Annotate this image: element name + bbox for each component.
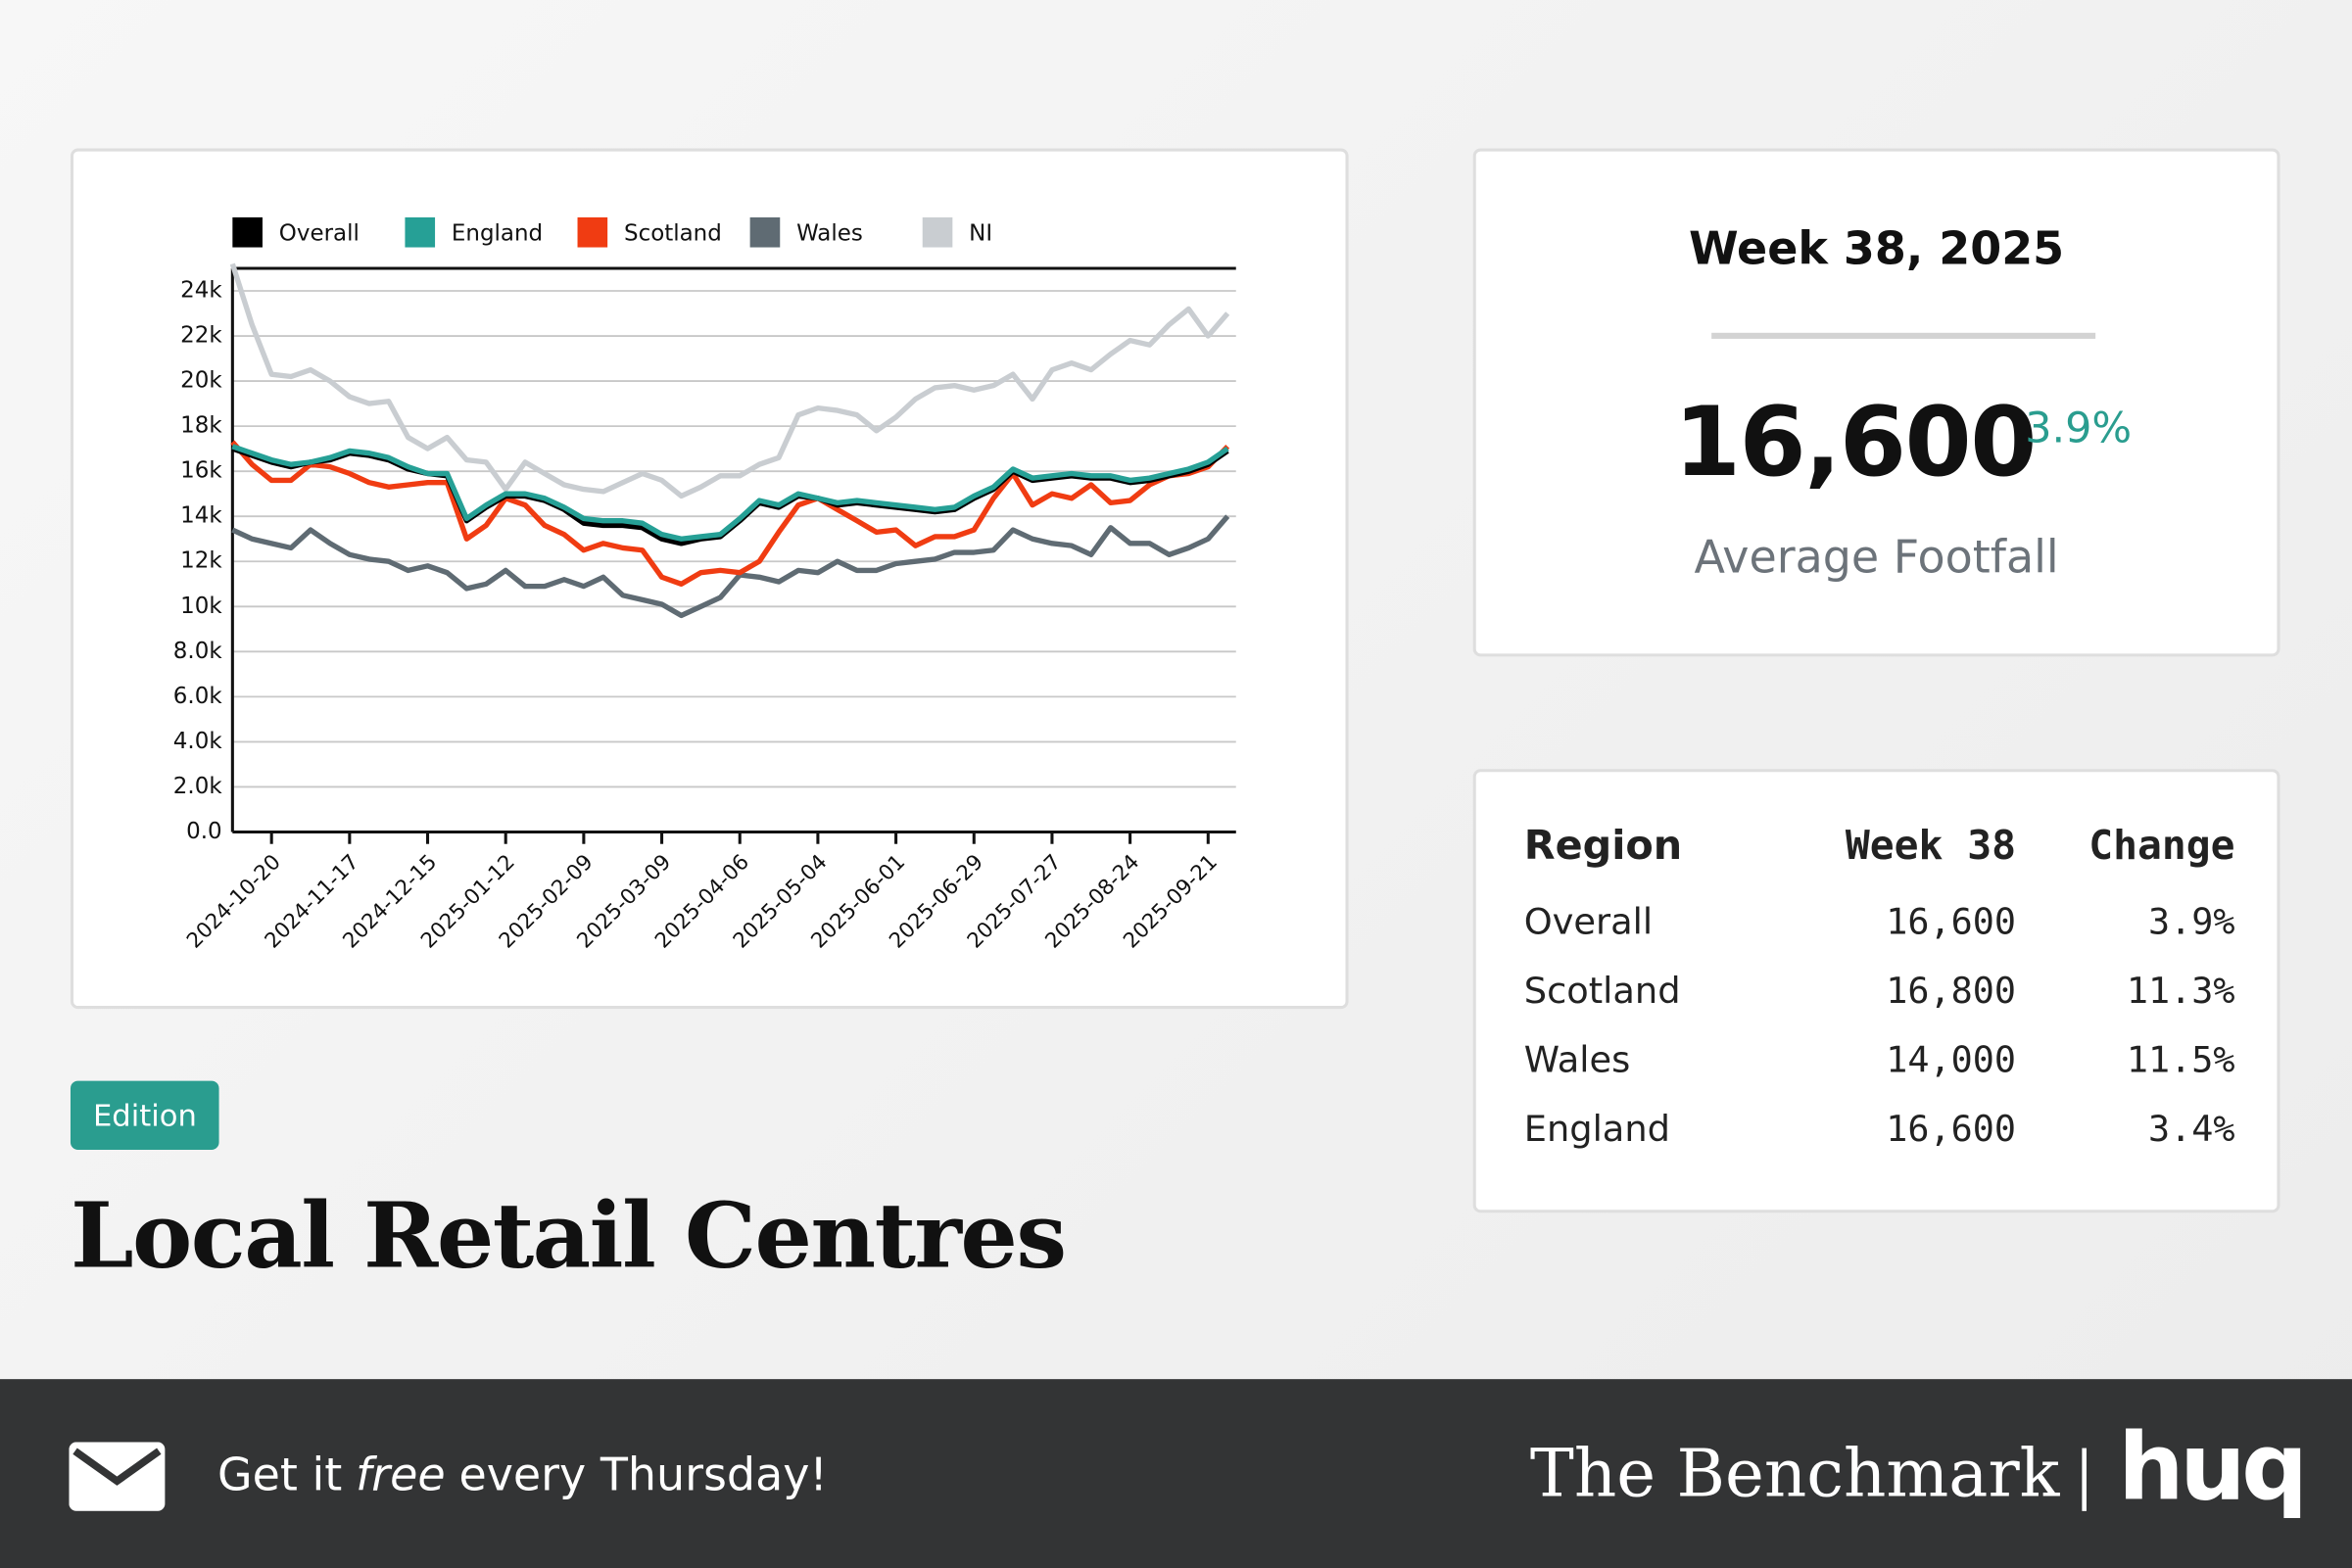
chart: 0.0 2.0k 4.0k 6.0k 8.0k 10k 12k 14k 16k 18k 20k 22k… <box>173 216 1236 954</box>
region-table: Region Week 38 Change Overall 16,600 3.9% Scot… <box>1524 823 2235 1163</box>
table-row: Scotland 16,800 11.3% <box>1524 957 2235 1025</box>
summary-change: 3.9% <box>2025 403 2133 453</box>
y-tick-label: 18k <box>180 413 222 439</box>
y-tick-label: 24k <box>180 278 222 304</box>
call-to-action[interactable]: Get it free every Thursday! <box>217 1449 841 1502</box>
y-tick-label: 6.0k <box>173 684 223 709</box>
legend-swatch <box>922 216 953 248</box>
legend-label: Overall <box>279 220 360 246</box>
table-cell: 11.5% <box>2126 1038 2235 1081</box>
edition-badge: Edition <box>70 1080 219 1150</box>
table-cell: 3.4% <box>2148 1108 2235 1150</box>
table-cell: England <box>1523 1108 1670 1150</box>
series-line <box>231 444 1229 542</box>
legend-swatch <box>232 216 263 248</box>
table-header: Region Week 38 Change <box>1524 823 2235 887</box>
column-header: Change <box>2088 823 2235 870</box>
table-card: Region Week 38 Change Overall 16,600 3.9% Scot… <box>1472 769 2280 1213</box>
table-row: England 16,600 3.4% <box>1524 1094 2235 1163</box>
table-row: Overall 16,600 3.9% <box>1524 887 2235 956</box>
y-tick-label: 4.0k <box>173 729 223 754</box>
chart-card: 0.0 2.0k 4.0k 6.0k 8.0k 10k 12k 14k 16k 18k 20k 22k… <box>70 148 1349 1010</box>
summary-value: 16,600 <box>1673 388 2038 499</box>
cta-emphasis: free <box>356 1449 446 1502</box>
series-line <box>229 262 1230 499</box>
table-cell: 14,000 <box>1886 1038 2017 1081</box>
table-cell: 11.3% <box>2126 970 2235 1013</box>
footer: Get it free every Thursday! The Benchmark … <box>0 1379 2352 1568</box>
y-tick-label: 22k <box>180 323 222 349</box>
y-tick-label: 10k <box>180 594 222 619</box>
cta-text: every Thursday! <box>458 1449 828 1502</box>
cta-text: Get it <box>217 1449 343 1502</box>
logo: huq <box>2118 1411 2308 1522</box>
table-cell: Wales <box>1523 1038 1631 1081</box>
brand: The Benchmark <box>1529 1436 2060 1513</box>
page-title: Local Retail Centres <box>70 1184 1067 1290</box>
legend-label: England <box>452 220 543 246</box>
table-cell: 16,800 <box>1886 970 2017 1013</box>
legend-label: Scotland <box>624 220 722 246</box>
y-tick-label: 0.0 <box>186 819 222 844</box>
separator <box>2082 1448 2087 1511</box>
y-tick-label: 2.0k <box>173 774 223 799</box>
legend-label: NI <box>969 220 992 246</box>
y-tick-label: 20k <box>180 368 222 394</box>
mail-icon <box>69 1442 166 1511</box>
table-cell: 3.9% <box>2148 900 2235 943</box>
column-header: Region <box>1523 823 1683 870</box>
summary-label: Average Footfall <box>1694 532 2059 585</box>
y-tick-label: 8.0k <box>173 639 223 664</box>
table-cell: Overall <box>1523 900 1654 943</box>
table-row: Wales 14,000 11.5% <box>1524 1025 2235 1094</box>
series-line <box>230 440 1230 588</box>
summary-card: Week 38, 2025 16,600 3.9% Average Footfa… <box>1472 148 2280 657</box>
legend-swatch <box>577 216 608 248</box>
column-header: Week 38 <box>1845 823 2017 870</box>
summary-heading: Week 38, 2025 <box>1689 223 2065 276</box>
legend-swatch <box>749 216 781 248</box>
table-body: Overall 16,600 3.9% Scotland 16,800 11.3% Wale… <box>1524 887 2235 1164</box>
divider <box>1711 332 2096 339</box>
table-cell: 16,600 <box>1886 1108 2017 1150</box>
table-cell: 16,600 <box>1886 900 2017 943</box>
legend-label: Wales <box>796 220 863 246</box>
table-cell: Scotland <box>1523 970 1681 1013</box>
y-tick-label: 12k <box>180 548 222 574</box>
legend-swatch <box>405 216 436 248</box>
y-tick-label: 16k <box>180 458 222 484</box>
series-line <box>231 514 1230 619</box>
y-tick-label: 14k <box>180 503 222 529</box>
